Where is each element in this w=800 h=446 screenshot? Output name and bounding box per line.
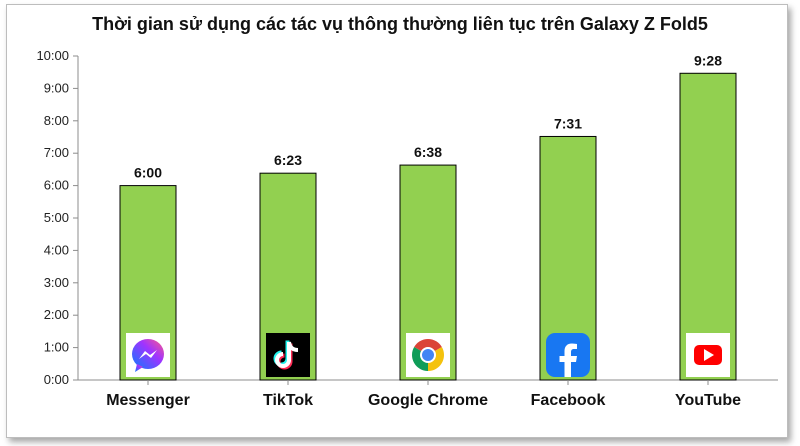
y-tick-label: 7:00 [44,145,69,160]
y-tick-label: 3:00 [44,275,69,290]
y-tick-label: 0:00 [44,372,69,387]
data-label: 9:28 [694,52,722,68]
category-label: Google Chrome [368,392,488,409]
category-label: Facebook [531,392,606,409]
category-label: TikTok [263,392,313,409]
y-tick-label: 10:00 [36,48,69,63]
data-label: 6:23 [274,152,302,168]
y-tick-label: 9:00 [44,80,69,95]
facebook-icon [546,333,590,377]
y-tick-label: 2:00 [44,307,69,322]
chrome-icon [406,333,450,377]
chart-title: Thời gian sử dụng các tác vụ thông thườn… [92,14,708,34]
y-tick-label: 1:00 [44,340,69,355]
bar-youtube [679,72,737,381]
y-tick-label: 8:00 [44,113,69,128]
data-label: 7:31 [554,115,582,131]
category-label: Messenger [106,392,190,409]
y-tick-label: 4:00 [44,242,69,257]
data-label: 6:38 [414,144,442,160]
y-tick-label: 5:00 [44,210,69,225]
messenger-icon [126,333,170,377]
category-label: YouTube [675,392,741,409]
youtube-icon [686,333,730,377]
data-label: 6:00 [134,165,162,181]
y-tick-label: 6:00 [44,178,69,193]
tiktok-icon [266,333,310,377]
